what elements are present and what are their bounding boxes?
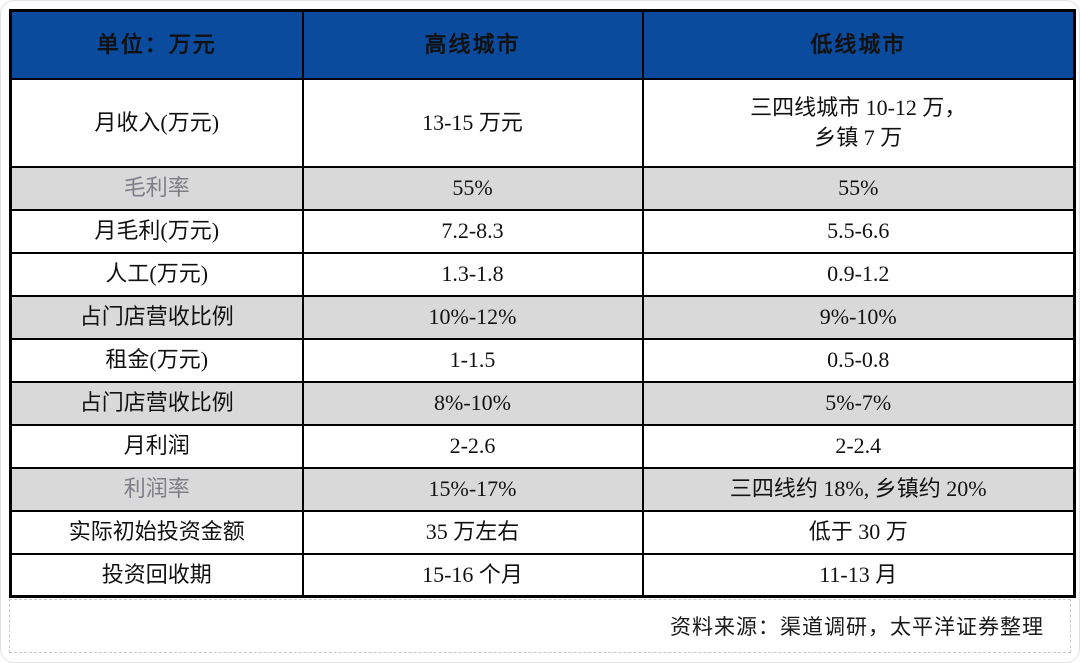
row-label: 利润率 — [9, 466, 304, 512]
low-tier-value: 5.5-6.6 — [641, 208, 1076, 254]
row-label: 占门店营收比例 — [9, 380, 304, 426]
high-tier-value: 8%-10% — [301, 380, 644, 426]
high-tier-value: 15-16 个月 — [301, 552, 644, 598]
row-label: 人工(万元) — [9, 251, 304, 297]
table-row: 月利润 2-2.6 2-2.4 — [9, 423, 1076, 469]
table-row: 月收入(万元) 13-15 万元 三四线城市 10-12 万， 乡镇 7 万 — [9, 77, 1076, 168]
high-tier-value: 2-2.6 — [301, 423, 644, 469]
row-label: 租金(万元) — [9, 337, 304, 383]
unit-economics-table: 单位：万元 高线城市 低线城市 月收入(万元) 13-15 万元 三四线城市 1… — [9, 9, 1076, 598]
low-tier-value: 0.9-1.2 — [641, 251, 1076, 297]
low-tier-value: 9%-10% — [641, 294, 1076, 340]
source-note: 资料来源：渠道调研，太平洋证券整理 — [670, 615, 1044, 639]
table-row: 占门店营收比例 10%-12% 9%-10% — [9, 294, 1076, 340]
high-tier-value: 10%-12% — [301, 294, 644, 340]
high-tier-value: 15%-17% — [301, 466, 644, 512]
header-cell-unit: 单位：万元 — [9, 9, 304, 80]
row-label: 月利润 — [9, 423, 304, 469]
high-tier-value: 13-15 万元 — [301, 77, 644, 168]
low-tier-value: 11-13 月 — [641, 552, 1076, 598]
header-cell-low-tier-city: 低线城市 — [641, 9, 1076, 80]
row-label: 月毛利(万元) — [9, 208, 304, 254]
low-tier-value: 55% — [641, 165, 1076, 211]
high-tier-value: 35 万左右 — [301, 509, 644, 555]
table-row: 利润率 15%-17% 三四线约 18%, 乡镇约 20% — [9, 466, 1076, 512]
low-tier-value: 三四线约 18%, 乡镇约 20% — [641, 466, 1076, 512]
row-label: 实际初始投资金额 — [9, 509, 304, 555]
table-row: 毛利率 55% 55% — [9, 165, 1076, 211]
high-tier-value: 1.3-1.8 — [301, 251, 644, 297]
table-row: 投资回收期 15-16 个月 11-13 月 — [9, 552, 1076, 598]
low-tier-value: 0.5-0.8 — [641, 337, 1076, 383]
row-label: 毛利率 — [9, 165, 304, 211]
table-row: 租金(万元) 1-1.5 0.5-0.8 — [9, 337, 1076, 383]
row-label: 占门店营收比例 — [9, 294, 304, 340]
table-row: 月毛利(万元) 7.2-8.3 5.5-6.6 — [9, 208, 1076, 254]
low-tier-value: 5%-7% — [641, 380, 1076, 426]
row-label: 投资回收期 — [9, 552, 304, 598]
low-tier-value: 三四线城市 10-12 万， 乡镇 7 万 — [641, 77, 1076, 168]
low-tier-value: 2-2.4 — [641, 423, 1076, 469]
high-tier-value: 55% — [301, 165, 644, 211]
high-tier-value: 1-1.5 — [301, 337, 644, 383]
table-row: 占门店营收比例 8%-10% 5%-7% — [9, 380, 1076, 426]
header-cell-high-tier-city: 高线城市 — [301, 9, 644, 80]
table-row: 人工(万元) 1.3-1.8 0.9-1.2 — [9, 251, 1076, 297]
table-row: 实际初始投资金额 35 万左右 低于 30 万 — [9, 509, 1076, 555]
row-label: 月收入(万元) — [9, 77, 304, 168]
high-tier-value: 7.2-8.3 — [301, 208, 644, 254]
table-header-row: 单位：万元 高线城市 低线城市 — [9, 9, 1076, 80]
source-note-box: 资料来源：渠道调研，太平洋证券整理 — [9, 599, 1071, 653]
low-tier-value: 低于 30 万 — [641, 509, 1076, 555]
